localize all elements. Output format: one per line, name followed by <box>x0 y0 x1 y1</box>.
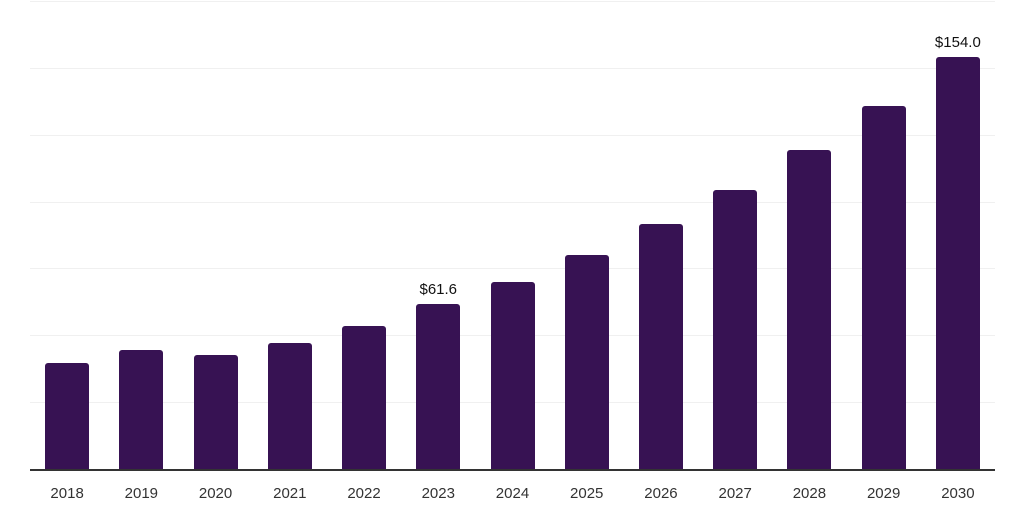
gridline-75 <box>30 268 995 270</box>
x-axis-line <box>30 469 995 471</box>
bar-2027 <box>713 189 758 469</box>
gridline-125 <box>30 134 995 136</box>
gridline-100 <box>30 201 995 203</box>
data-label-2023: $61.6 <box>419 281 458 299</box>
bar-2028 <box>787 150 832 469</box>
bar-2023 <box>416 304 461 469</box>
x-tick-label-2028: 2028 <box>792 485 827 502</box>
gridline-150 <box>30 67 995 69</box>
x-tick-label-2030: 2030 <box>941 485 975 502</box>
x-tick-label-2026: 2026 <box>644 485 678 502</box>
gridline-175 <box>30 1 995 2</box>
x-axis: 2018 2019 2020 2021 2022 2023 2024 2025 2026 2027… <box>30 483 995 511</box>
x-tick-label-2023: 2023 <box>421 485 455 502</box>
x-tick-label-2021: 2021 <box>273 485 307 502</box>
bar-2029 <box>861 106 906 469</box>
x-tick-label-2019: 2019 <box>124 485 159 502</box>
bar-2024 <box>490 281 535 469</box>
bar-2026 <box>638 223 683 469</box>
x-tick-label-2022: 2022 <box>347 485 381 502</box>
bar-2025 <box>564 254 609 469</box>
x-tick-label-2027: 2027 <box>718 485 752 502</box>
x-tick-label-2024: 2024 <box>495 485 530 502</box>
bar-2021 <box>267 343 312 469</box>
bar-2018 <box>45 362 90 469</box>
bar-2019 <box>119 350 164 469</box>
plot-area: $61.6 $154.0 <box>30 1 995 471</box>
bar-2022 <box>342 325 387 469</box>
bar-2020 <box>193 355 238 469</box>
data-label-2030: $154.0 <box>934 34 981 52</box>
x-tick-label-2029: 2029 <box>866 485 901 502</box>
bar-2030 <box>935 57 980 469</box>
x-tick-label-2018: 2018 <box>50 485 84 502</box>
x-tick-label-2020: 2020 <box>198 485 233 502</box>
x-tick-label-2025: 2025 <box>570 485 604 502</box>
